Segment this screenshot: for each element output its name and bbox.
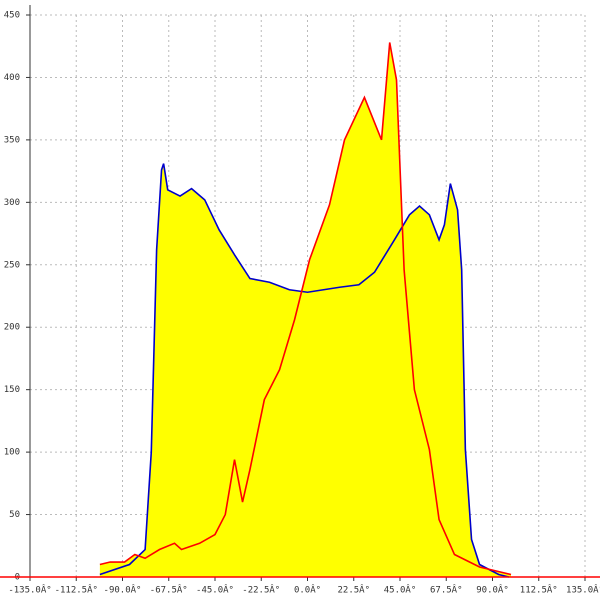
x-tick-label: 0.0Â° (294, 584, 321, 596)
area-fill (99, 42, 511, 577)
y-tick-label: 450 (4, 11, 20, 21)
y-tick-label: 200 (4, 323, 20, 333)
x-tick-label: -112.5Â° (55, 584, 98, 596)
y-tick-label: 250 (4, 260, 20, 270)
x-tick-label: 112.5Â° (520, 584, 558, 596)
y-tick-label: 100 (4, 448, 20, 458)
y-tick-label: 300 (4, 198, 20, 208)
x-tick-label: -22.5Â° (242, 584, 280, 596)
x-tick-label: 45.0Â° (384, 584, 417, 596)
x-tick-label: 90.0Â° (476, 584, 509, 596)
x-tick-label: -135.0Â° (8, 584, 51, 596)
y-tick-label: 400 (4, 73, 20, 83)
x-tick-label: -45.0Â° (196, 584, 234, 596)
x-tick-label: 135.0Â° (566, 584, 600, 596)
y-tick-label: 350 (4, 135, 20, 145)
y-tick-label: 150 (4, 385, 20, 395)
x-tick-label: -67.5Â° (150, 584, 188, 596)
line (99, 42, 512, 576)
x-tick-label: 67.5Â° (430, 584, 463, 596)
x-tick-label: -90.0Â° (104, 584, 142, 596)
x-tick-label: 22.5Â° (337, 584, 370, 596)
line (99, 163, 510, 578)
y-tick-label: 50 (9, 510, 20, 520)
